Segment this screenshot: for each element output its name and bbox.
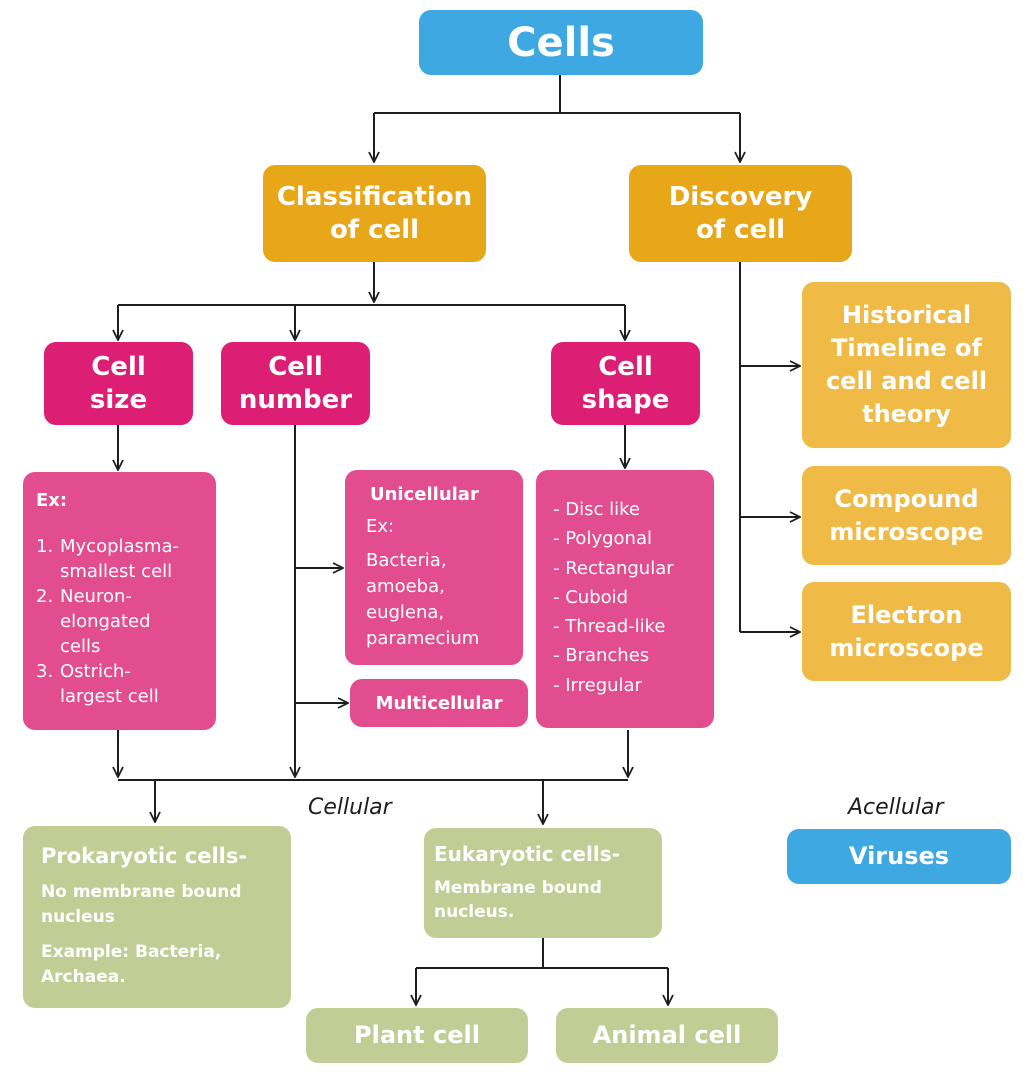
cells-root-label: Cells	[507, 19, 615, 66]
cell-shape-list: - Disc like - Polygonal - Rectangular - …	[553, 495, 674, 700]
unicellular-example: euglena,	[366, 602, 445, 623]
cell-shape-list-box: - Disc like - Polygonal - Rectangular - …	[536, 470, 714, 728]
cell-size-line1: Cell	[91, 351, 146, 382]
acellular-label: Acellular	[848, 795, 944, 820]
compound-microscope-node: Compound microscope	[802, 466, 1011, 565]
viruses-label: Viruses	[848, 842, 950, 870]
cell-size-item: 2. Neuron-elongated cells	[36, 584, 179, 659]
cell-number-node: Cell number	[221, 342, 370, 425]
multicellular-box: Multicellular	[350, 679, 528, 727]
cell-shape-line2: shape	[581, 384, 670, 415]
historical-line: cell and cell	[825, 367, 988, 395]
plant-cell-label: Plant cell	[354, 1021, 480, 1049]
animal-cell-label: Animal cell	[592, 1021, 742, 1049]
unicellular-examples: Bacteria, amoeba, euglena, paramecium	[366, 548, 479, 652]
cell-size-line2: size	[89, 384, 148, 415]
unicellular-ex: Ex:	[366, 516, 395, 537]
cellular-label: Cellular	[308, 795, 392, 820]
cell-size-item-line: largest cell	[60, 686, 159, 707]
multicellular-title: Multicellular	[375, 692, 503, 714]
cell-shape-item: - Cuboid	[553, 586, 629, 608]
historical-line: Historical	[841, 301, 972, 329]
cell-shape-item: - Branches	[553, 645, 650, 667]
compound-line: Compound	[834, 484, 979, 513]
cell-size-item-number: 2.	[36, 586, 54, 607]
cell-number-line2: number	[238, 384, 353, 415]
cell-size-item-line: Ostrich-	[60, 661, 131, 682]
prokaryotic-node: Prokaryotic cells- No membrane bound nuc…	[23, 826, 291, 1008]
cell-size-item-line: smallest cell	[60, 561, 173, 582]
discovery-line2: of cell	[695, 214, 786, 245]
unicellular-example: amoeba,	[366, 576, 445, 597]
eukaryotic-title: Eukaryotic cells-	[434, 842, 620, 866]
cell-size-item-text: Ostrich-largest cell	[60, 659, 159, 709]
cells-root-node: Cells	[419, 10, 703, 75]
historical-timeline-node: Historical Timeline of cell and cell the…	[802, 282, 1011, 448]
unicellular-box: Unicellular Ex: Bacteria, amoeba, euglen…	[345, 470, 523, 665]
cell-number-line1: Cell	[268, 351, 323, 382]
prokaryotic-example-line: Archaea.	[41, 967, 126, 987]
cell-size-item-line: Mycoplasma-	[60, 536, 179, 557]
eukaryotic-desc: Membrane bound nucleus.	[434, 876, 602, 924]
cell-size-item-number: 1.	[36, 536, 54, 557]
cell-shape-item: - Thread-like	[553, 616, 666, 638]
discovery-node: Discovery of cell	[629, 165, 852, 262]
cell-shape-item: - Irregular	[553, 674, 642, 696]
historical-line: theory	[862, 400, 951, 428]
cell-size-examples-heading: Ex:	[36, 490, 68, 511]
prokaryotic-desc: No membrane bound nucleus	[41, 880, 242, 930]
viruses-node: Viruses	[787, 829, 1011, 884]
unicellular-example: paramecium	[366, 628, 480, 649]
cell-size-examples-list: 1. Mycoplasma-smallest cell 2. Neuron-el…	[36, 534, 179, 709]
cell-size-examples-box: Ex: 1. Mycoplasma-smallest cell 2. Neuro…	[23, 472, 216, 730]
classification-line1: Classification	[276, 181, 473, 212]
cell-size-item-number: 3.	[36, 661, 54, 682]
cell-size-item-line: Neuron-	[60, 586, 132, 607]
cell-shape-node: Cell shape	[551, 342, 700, 425]
unicellular-example: Bacteria,	[366, 550, 447, 571]
animal-cell-node: Animal cell	[556, 1008, 778, 1063]
prokaryotic-desc-line: nucleus	[41, 907, 115, 927]
classification-node: Classification of cell	[263, 165, 486, 262]
cell-shape-item: - Disc like	[553, 499, 640, 520]
eukaryotic-node: Eukaryotic cells- Membrane bound nucleus…	[424, 828, 662, 938]
electron-line: Electron	[850, 600, 963, 629]
cell-size-item-text: Mycoplasma-smallest cell	[60, 534, 179, 584]
cell-size-node: Cell size	[44, 342, 193, 425]
prokaryotic-title: Prokaryotic cells-	[41, 844, 248, 868]
prokaryotic-example: Example: Bacteria, Archaea.	[41, 940, 221, 990]
cell-shape-item: - Rectangular	[553, 557, 674, 579]
historical-line: Timeline of	[831, 334, 982, 362]
cell-shape-item: - Polygonal	[553, 528, 652, 550]
cell-shape-line1: Cell	[598, 351, 653, 382]
plant-cell-node: Plant cell	[306, 1008, 528, 1063]
eukaryotic-desc-line: Membrane bound	[434, 878, 602, 898]
prokaryotic-example-line: Example: Bacteria,	[41, 942, 222, 962]
classification-line2: of cell	[329, 214, 420, 245]
unicellular-title: Unicellular	[370, 484, 479, 505]
eukaryotic-desc-line: nucleus.	[434, 902, 515, 922]
prokaryotic-desc-line: No membrane bound	[41, 882, 242, 902]
electron-line: microscope	[829, 633, 984, 662]
electron-microscope-node: Electron microscope	[802, 582, 1011, 681]
cell-size-item-text: Neuron-elongated cells	[60, 584, 151, 659]
cell-size-item-line: elongated	[60, 611, 151, 632]
discovery-line1: Discovery	[668, 181, 813, 212]
cell-size-item: 1. Mycoplasma-smallest cell	[36, 534, 179, 584]
cell-size-item: 3. Ostrich-largest cell	[36, 659, 179, 709]
cell-size-item-line: cells	[60, 636, 101, 657]
compound-line: microscope	[829, 517, 984, 546]
